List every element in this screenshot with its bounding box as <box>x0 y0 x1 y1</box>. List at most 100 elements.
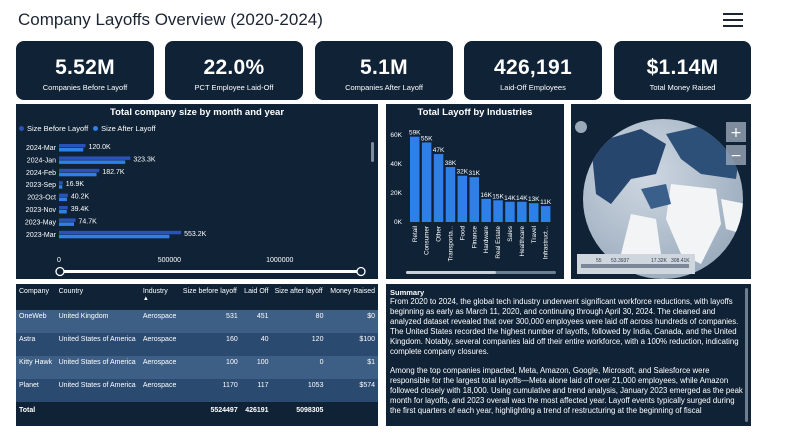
chart-scrollbar-thumb[interactable] <box>406 271 496 274</box>
industry-bar[interactable] <box>445 167 456 222</box>
kpi-card-laid-off-employees: 426,191 Laid-Off Employees <box>464 41 602 100</box>
cell-industry: Aerospace <box>139 379 180 402</box>
bar-size-after[interactable] <box>59 210 67 214</box>
map-legend-value: 308.41K <box>671 258 690 264</box>
hamburger-menu-icon[interactable] <box>723 13 743 27</box>
range-slider-handle-left[interactable] <box>55 266 65 277</box>
cell-laid-off: 100 <box>240 356 272 379</box>
table-row[interactable]: Planet United States of America Aerospac… <box>16 379 378 402</box>
cell-size-after: 0 <box>271 356 327 379</box>
bar-size-before[interactable] <box>59 206 68 210</box>
bar-size-after[interactable] <box>59 172 97 177</box>
range-slider-track[interactable] <box>58 270 362 273</box>
chart-scrollbar[interactable] <box>371 142 374 162</box>
chart-legend: Size Before Layoff Size After Layoff <box>19 124 156 133</box>
kpi-label: Companies Before Layoff <box>42 83 128 92</box>
column-header-industry[interactable]: Industry ▲ <box>140 284 180 310</box>
kpi-label: PCT Employee Laid-Off <box>194 83 274 92</box>
legend-swatch-before <box>19 126 24 131</box>
bar-size-before[interactable] <box>59 144 86 148</box>
bar-size-after[interactable] <box>59 160 126 164</box>
kpi-label: Total Money Raised <box>649 83 716 92</box>
y-tick-label: 2023-May <box>25 219 57 226</box>
data-label: 55K <box>421 135 433 142</box>
x-tick-label: Finance <box>471 226 478 249</box>
bar-size-before[interactable] <box>59 168 100 173</box>
bar-size-after[interactable] <box>59 197 67 202</box>
column-header-money-raised[interactable]: Money Raised <box>330 288 375 295</box>
data-label: 13K <box>528 196 540 203</box>
y-tick-label: 40K <box>390 161 402 168</box>
cell-size-before: 531 <box>179 310 241 333</box>
industry-bar[interactable] <box>481 198 491 222</box>
summary-heading: Summary <box>390 288 425 297</box>
summary-panel: Summary From 2020 to 2024, the global te… <box>386 284 751 426</box>
bar-size-after[interactable] <box>59 185 63 189</box>
zoom-out-icon: − <box>730 148 742 164</box>
column-header-size-after[interactable]: Size after layoff <box>274 288 323 295</box>
total-size-after: 5098305 <box>296 407 324 414</box>
industry-bar[interactable] <box>433 154 444 222</box>
bar-size-before[interactable] <box>59 218 76 222</box>
zoom-in-icon: + <box>730 125 742 141</box>
total-empty <box>140 402 180 420</box>
industry-bar[interactable] <box>517 201 527 222</box>
x-tick-label: Travel <box>531 226 538 243</box>
map-legend: 55 53.3937 17.32K 308.41K <box>577 254 695 274</box>
table-row[interactable]: OneWeb United Kingdom Aerospace 531 451 … <box>16 310 378 333</box>
column-header-label: Industry <box>142 288 168 295</box>
sort-ascending-icon: ▲ <box>142 296 149 302</box>
bar-size-after[interactable] <box>59 234 170 239</box>
bar-size-after[interactable] <box>59 222 75 226</box>
map-locate-icon[interactable] <box>575 121 587 133</box>
y-tick-label: 0K <box>394 219 403 226</box>
industry-bar[interactable] <box>421 142 432 222</box>
column-header-country[interactable]: Country <box>58 288 84 295</box>
cell-size-after: 120 <box>271 333 327 356</box>
cell-size-before: 160 <box>179 333 241 356</box>
industry-bar[interactable] <box>493 200 503 222</box>
y-tick-label: 2023-Mar <box>26 232 57 239</box>
kpi-card-companies-before: 5.52M Companies Before Layoff <box>16 41 154 100</box>
page-title: Company Layoffs Overview (2020-2024) <box>18 10 323 29</box>
industry-bar[interactable] <box>469 177 480 222</box>
bar-size-before[interactable] <box>59 181 63 185</box>
zoom-in-button[interactable] <box>726 122 746 142</box>
x-tick-label: Other <box>436 226 443 242</box>
kpi-value: 22.0% <box>203 56 265 79</box>
x-tick-label: Healthcare <box>519 226 526 257</box>
company-size-bar-chart: 2024-Mar 120.0K 2024-Jan 323.3K 2024-Feb 182.… <box>25 142 374 277</box>
zoom-out-button[interactable] <box>726 145 746 165</box>
range-slider-handle-right[interactable] <box>356 266 366 277</box>
bar-size-after[interactable] <box>59 148 84 152</box>
data-label: 40.2K <box>71 194 90 201</box>
cell-money-raised: $100 <box>326 333 378 356</box>
column-header-laid-off[interactable]: Laid Off <box>244 288 269 295</box>
industry-bar[interactable] <box>505 201 515 222</box>
bar-size-before[interactable] <box>59 193 68 198</box>
cell-industry: Aerospace <box>139 333 180 356</box>
legend-swatch-after <box>93 126 99 131</box>
data-label: 16.9K <box>66 181 85 188</box>
industry-bar[interactable] <box>410 136 420 222</box>
industry-bar[interactable] <box>529 203 539 222</box>
data-label: 553.2K <box>184 231 207 238</box>
total-label: Total <box>19 407 36 414</box>
industry-bar[interactable] <box>540 206 551 222</box>
summary-scrollbar[interactable] <box>745 288 748 422</box>
x-tick-label: Sales <box>507 226 514 242</box>
bar-size-before[interactable] <box>59 156 131 160</box>
data-label: 120.0K <box>88 144 111 151</box>
column-header-company[interactable]: Company <box>19 288 49 295</box>
globe-map[interactable]: + − 55 53.3937 17.32K 308.41K <box>571 104 751 279</box>
total-laid-off: 426191 <box>245 407 269 414</box>
bar-size-before[interactable] <box>59 230 182 235</box>
table-header-row: Company Country Industry ▲ Size before la… <box>16 284 378 310</box>
table-row[interactable]: Kitty Hawk United States of America Aero… <box>16 356 378 379</box>
table-row[interactable]: Astra United States of America Aerospace… <box>16 333 378 356</box>
summary-paragraph-1: From 2020 to 2024, the global tech indus… <box>390 297 739 356</box>
y-tick-label: 2023-Sep <box>26 182 56 189</box>
cell-country: United States of America <box>55 356 140 379</box>
industry-bar[interactable] <box>457 175 468 222</box>
column-header-size-before[interactable]: Size before layoff <box>182 288 237 295</box>
